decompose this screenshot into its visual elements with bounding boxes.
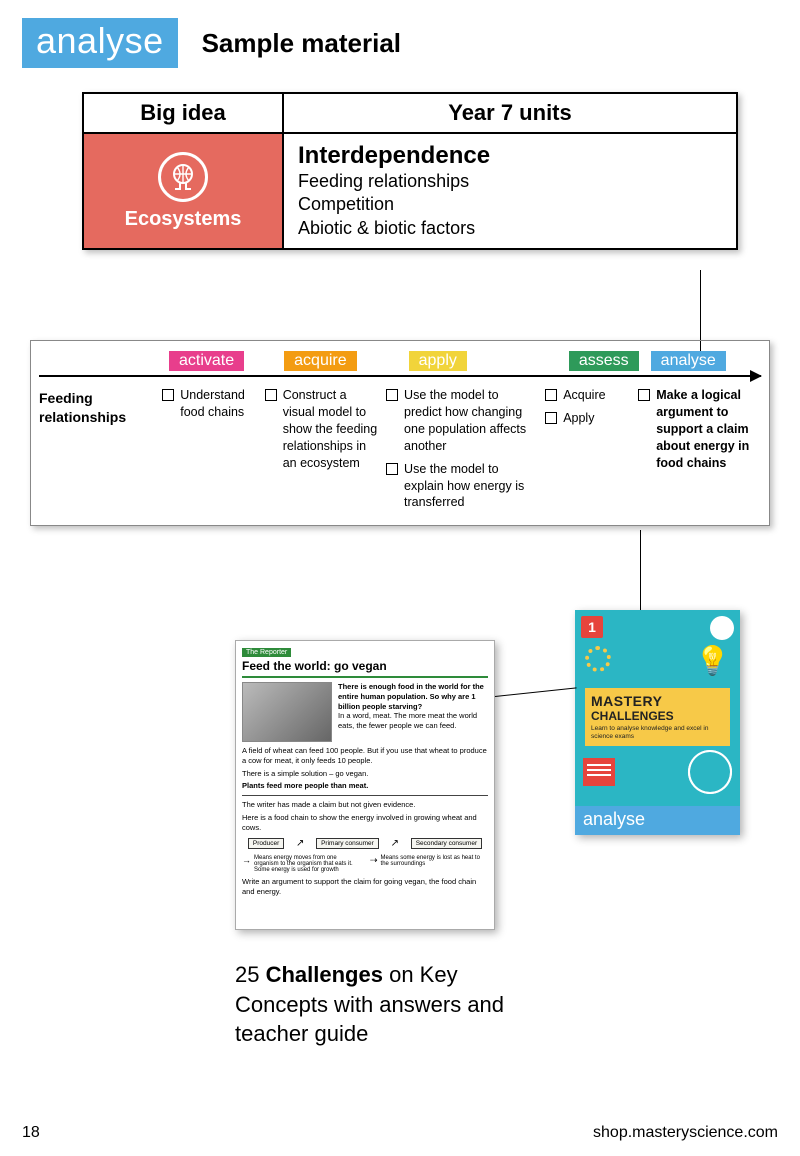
- col-assess: Acquire Apply: [545, 387, 630, 511]
- worksheet-thumbnail: The Reporter Feed the world: go vegan Th…: [235, 640, 495, 930]
- stage-tag-assess: assess: [569, 351, 639, 371]
- stages-box: activate acquire apply assess analyse Fe…: [30, 340, 770, 526]
- book-footer: analyse: [575, 806, 740, 835]
- page-footer: 18 shop.masteryscience.com: [22, 1124, 778, 1142]
- book-title-1: MASTERY: [591, 693, 724, 709]
- unit-cell: Interdependence Feeding relationships Co…: [284, 134, 736, 248]
- row-label: Feeding relationships: [39, 387, 154, 511]
- tagline: 25 Challenges on Key Concepts with answe…: [235, 960, 515, 1049]
- unit-line: Abiotic & biotic factors: [298, 217, 722, 240]
- book-number: 1: [581, 616, 603, 638]
- unit-title: Interdependence: [298, 142, 722, 170]
- book-subtitle: Learn to analyse knowledge and excel in …: [591, 725, 724, 741]
- worksheet-para: A field of wheat can feed 100 people. Bu…: [242, 746, 488, 766]
- notepad-icon: [583, 758, 615, 786]
- chain-note: Means energy moves from one organism to …: [254, 855, 360, 873]
- big-idea-table: Big idea Year 7 units Ecosystems Interde…: [82, 92, 738, 250]
- chain-note: Means some energy is lost as heat to the…: [381, 855, 488, 873]
- book-cover: 1 💡 MASTERY CHALLENGES Learn to analyse …: [575, 610, 740, 835]
- food-chain: Producer ↗ Primary consumer ↗ Secondary …: [242, 838, 488, 849]
- publisher-logo-icon: [710, 616, 734, 640]
- check-item: Apply: [545, 410, 630, 427]
- col-acquire: Construct a visual model to show the fee…: [265, 387, 378, 511]
- page-header: analyse Sample material: [22, 18, 778, 68]
- check-item: Make a logical argument to support a cla…: [638, 387, 761, 471]
- col-header-big-idea: Big idea: [84, 94, 284, 134]
- col-analyse: Make a logical argument to support a cla…: [638, 387, 761, 511]
- book-title-2: CHALLENGES: [591, 709, 724, 723]
- page-number: 18: [22, 1124, 40, 1142]
- page-title: Sample material: [202, 28, 401, 59]
- lightbulb-icon: 💡: [695, 644, 730, 677]
- gear-icon: [585, 646, 611, 672]
- worksheet-image: [242, 682, 332, 742]
- worksheet-toplabel: The Reporter: [242, 648, 291, 657]
- unit-line: Competition: [298, 193, 722, 216]
- globe-icon: [158, 152, 208, 202]
- connector-line: [640, 530, 641, 610]
- col-header-units: Year 7 units: [284, 94, 736, 134]
- worksheet-para: There is a simple solution – go vegan.: [242, 769, 488, 779]
- book-title-box: MASTERY CHALLENGES Learn to analyse know…: [585, 688, 730, 746]
- check-item: Acquire: [545, 387, 630, 404]
- stage-tag-activate: activate: [169, 351, 244, 371]
- worksheet-task: Write an argument to support the claim f…: [242, 877, 488, 897]
- timeline-arrow: [39, 375, 761, 377]
- connector-line: [495, 687, 577, 697]
- check-item: Construct a visual model to show the fee…: [265, 387, 378, 471]
- atom-icon: [688, 750, 732, 794]
- worksheet-lead: There is enough food in the world for th…: [338, 682, 488, 742]
- worksheet-title: Feed the world: go vegan: [242, 659, 488, 678]
- worksheet-below: The writer has made a claim but not give…: [242, 800, 488, 810]
- ecosystems-label: Ecosystems: [125, 208, 242, 231]
- worksheet-para: Plants feed more people than meat.: [242, 781, 488, 791]
- col-apply: Use the model to predict how changing on…: [386, 387, 537, 511]
- col-activate: Understand food chains: [162, 387, 256, 511]
- stage-tags-row: activate acquire apply assess analyse: [169, 351, 761, 371]
- check-item: Use the model to predict how changing on…: [386, 387, 537, 455]
- stage-tag-analyse: analyse: [651, 351, 726, 371]
- ecosystems-cell: Ecosystems: [84, 134, 284, 248]
- stage-tag-acquire: acquire: [284, 351, 356, 371]
- worksheet-below: Here is a food chain to show the energy …: [242, 813, 488, 833]
- stage-tag-apply: apply: [409, 351, 467, 371]
- footer-url: shop.masteryscience.com: [593, 1124, 778, 1142]
- unit-line: Feeding relationships: [298, 170, 722, 193]
- check-item: Understand food chains: [162, 387, 256, 421]
- check-item: Use the model to explain how energy is t…: [386, 461, 537, 512]
- analyse-badge: analyse: [22, 18, 178, 68]
